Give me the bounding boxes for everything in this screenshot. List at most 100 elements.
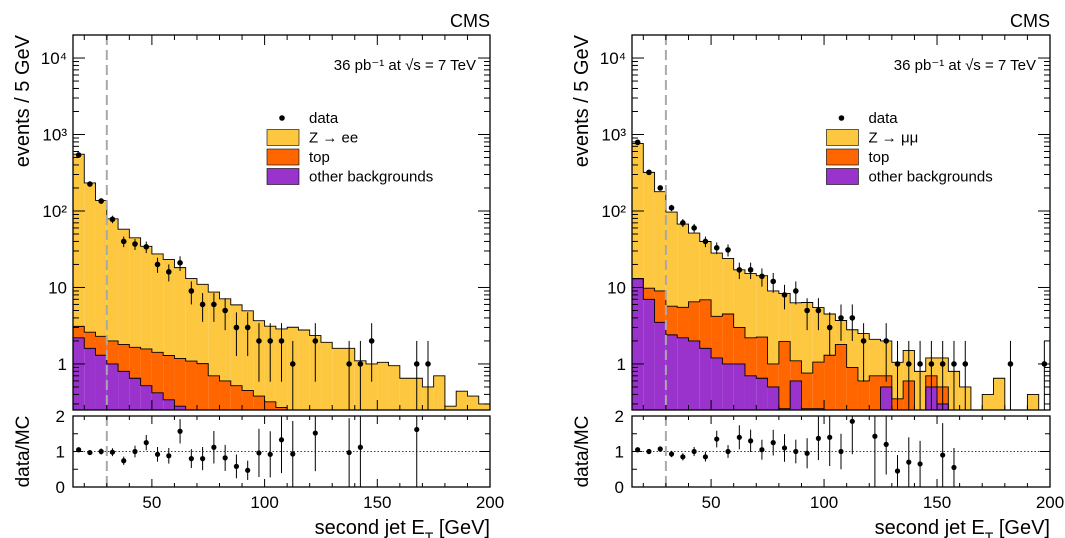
series-z-boson-bar — [994, 378, 1005, 410]
series-top-bar — [801, 373, 812, 409]
legend-label-data: data — [868, 110, 898, 127]
series-z-boson-bar — [643, 172, 654, 288]
data-point — [200, 302, 206, 308]
series-other-backgrounds-bar — [96, 355, 107, 410]
series-top-bar — [756, 337, 767, 378]
ratio-point — [347, 450, 352, 455]
ratio-point — [223, 455, 228, 460]
series-z-boson-bar — [688, 233, 699, 302]
legend-label-data: data — [309, 110, 339, 127]
series-z-boson-bar — [389, 366, 400, 410]
y-tick-label: 10⁴ — [41, 49, 67, 68]
series-top-bar — [643, 288, 654, 299]
ratio-point — [245, 468, 250, 473]
legend-swatch — [267, 130, 299, 146]
data-point — [849, 315, 855, 321]
y-tick-label: 10² — [42, 202, 67, 221]
series-top-bar — [677, 307, 688, 337]
series-top-bar — [734, 327, 745, 363]
ratio-point — [793, 449, 798, 454]
legend-swatch — [267, 149, 299, 165]
ratio-point — [940, 452, 945, 457]
ratio-axis-title: data/MC — [13, 416, 34, 488]
data-point — [725, 247, 731, 253]
series-top-bar — [722, 314, 733, 364]
ratio-point — [110, 450, 115, 455]
series-top-bar — [835, 344, 846, 410]
data-point — [189, 288, 195, 294]
series-other-backgrounds-bar — [118, 371, 129, 410]
x-tick-label: 100 — [250, 493, 278, 512]
x-tick-label: 100 — [810, 493, 838, 512]
luminosity-label: 36 pb⁻¹ at √s = 7 TeV — [894, 57, 1036, 74]
data-point — [816, 308, 822, 314]
series-other-backgrounds-bar — [790, 381, 801, 410]
ratio-point — [895, 468, 900, 473]
ratio-point — [99, 449, 104, 454]
legend-label: other backgrounds — [309, 169, 433, 186]
ratio-point — [884, 442, 889, 447]
legend-swatch — [267, 169, 299, 185]
series-z-boson-bar — [790, 303, 801, 361]
ratio-point — [166, 453, 171, 458]
x-tick-label: 150 — [923, 493, 951, 512]
series-z-boson-bar — [982, 394, 993, 410]
data-point — [680, 220, 686, 226]
data-point — [425, 361, 431, 367]
series-top-bar — [186, 361, 197, 410]
ratio-point — [917, 461, 922, 466]
data-point — [414, 361, 420, 367]
series-other-backgrounds-bar — [163, 400, 174, 410]
data-point — [121, 239, 127, 245]
ratio-point — [635, 447, 640, 452]
ratio-point — [951, 465, 956, 470]
y-tick-label: 10² — [601, 202, 626, 221]
data-point — [290, 361, 296, 367]
series-top-bar — [700, 300, 711, 349]
y-tick-label: 10 — [607, 278, 626, 297]
series-other-backgrounds-bar — [107, 364, 118, 410]
data-point — [895, 361, 901, 367]
series-z-boson-bar — [84, 183, 95, 332]
data-point — [256, 338, 262, 344]
series-top-bar — [174, 358, 185, 406]
series-z-boson-bar — [745, 274, 756, 338]
series-top-bar — [129, 347, 140, 378]
series-top-bar — [869, 376, 880, 410]
chart-panel-2: 11010²10³10⁴01250 100 150 200second jet ET … — [571, 11, 1064, 538]
ratio-point — [144, 440, 149, 445]
ratio-point — [279, 437, 284, 442]
series-top-bar — [688, 302, 699, 341]
series-z-boson-bar — [332, 348, 343, 410]
series-top-bar — [231, 386, 242, 410]
data-point — [737, 267, 743, 273]
x-axis-title-part: [GeV] — [993, 517, 1050, 538]
ratio-point — [414, 427, 419, 432]
series-other-backgrounds-bar — [745, 376, 756, 410]
ratio-y-tick-label: 2 — [615, 407, 624, 426]
data-point — [917, 361, 923, 367]
series-other-backgrounds-bar — [711, 358, 722, 410]
series-z-boson-bar — [700, 242, 711, 300]
ratio-y-tick-label: 0 — [615, 478, 624, 497]
series-z-boson-bar — [666, 212, 677, 306]
series-other-backgrounds-bar — [768, 387, 779, 410]
y-tick-label: 10³ — [601, 126, 626, 145]
series-z-boson-bar — [73, 154, 84, 326]
series-other-backgrounds-bar — [881, 387, 892, 410]
series-other-backgrounds-bar — [722, 364, 733, 410]
series-top-bar — [197, 364, 208, 410]
ratio-point — [816, 436, 821, 441]
series-other-backgrounds-bar — [643, 299, 654, 410]
x-tick-label: 200 — [476, 493, 504, 512]
data-point — [177, 260, 183, 266]
y-tick-label: 10³ — [42, 126, 67, 145]
data-point — [748, 267, 754, 273]
ratio-point — [256, 450, 261, 455]
x-axis-title-part: [GeV] — [433, 517, 490, 538]
series-z-boson-bar — [96, 200, 107, 336]
series-top-bar — [779, 342, 790, 409]
series-top-bar — [73, 326, 84, 337]
series-z-boson-bar — [434, 376, 445, 410]
ratio-point — [703, 454, 708, 459]
